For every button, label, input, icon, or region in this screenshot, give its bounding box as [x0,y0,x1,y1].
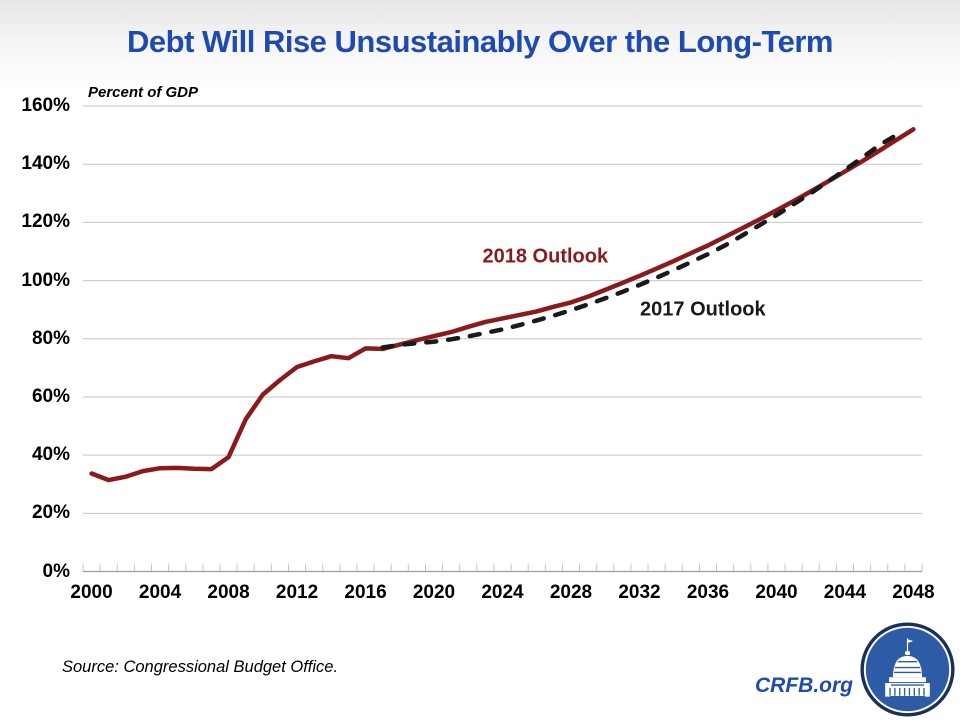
y-tick-label: 40% [31,444,70,466]
source-note: Source: Congressional Budget Office. [62,658,339,676]
x-tick-label: 2004 [138,582,182,603]
x-tick-label: 2048 [892,582,935,603]
x-tick-label: 2024 [481,582,524,603]
y-tick-label: 100% [21,269,70,291]
x-tick-label: 2028 [549,582,593,603]
x-tick-label: 2040 [755,582,798,603]
y-tick-label: 60% [31,385,70,407]
x-tick-label: 2008 [207,582,250,603]
y-tick-label: 0% [42,560,70,582]
y-tick-label: 160% [21,95,70,116]
x-tick-label: 2032 [618,582,661,603]
capitol-dome-icon [860,622,955,717]
x-tick-label: 2012 [275,582,319,603]
y-tick-label: 20% [31,502,70,524]
x-tick-label: 2000 [70,582,113,603]
x-tick-label: 2044 [823,582,867,603]
y-tick-label: 80% [31,327,70,349]
x-tick-label: 2016 [344,582,387,603]
annotation-2018-outlook: 2018 Outlook [482,245,609,268]
x-tick-label: 2036 [686,582,730,603]
x-tick-label: 2020 [412,582,456,603]
annotation-2017-outlook: 2017 Outlook [640,298,766,321]
y-axis-unit-label: Percent of GDP [88,84,199,101]
y-tick-label: 140% [21,153,70,175]
series-line-2018-outlook [89,127,916,483]
y-tick-label: 120% [21,211,70,233]
series-line-2017-outlook [380,132,899,350]
chart-title: Debt Will Rise Unsustainably Over the Lo… [127,24,833,59]
brand-text: CRFB.org [755,674,853,697]
